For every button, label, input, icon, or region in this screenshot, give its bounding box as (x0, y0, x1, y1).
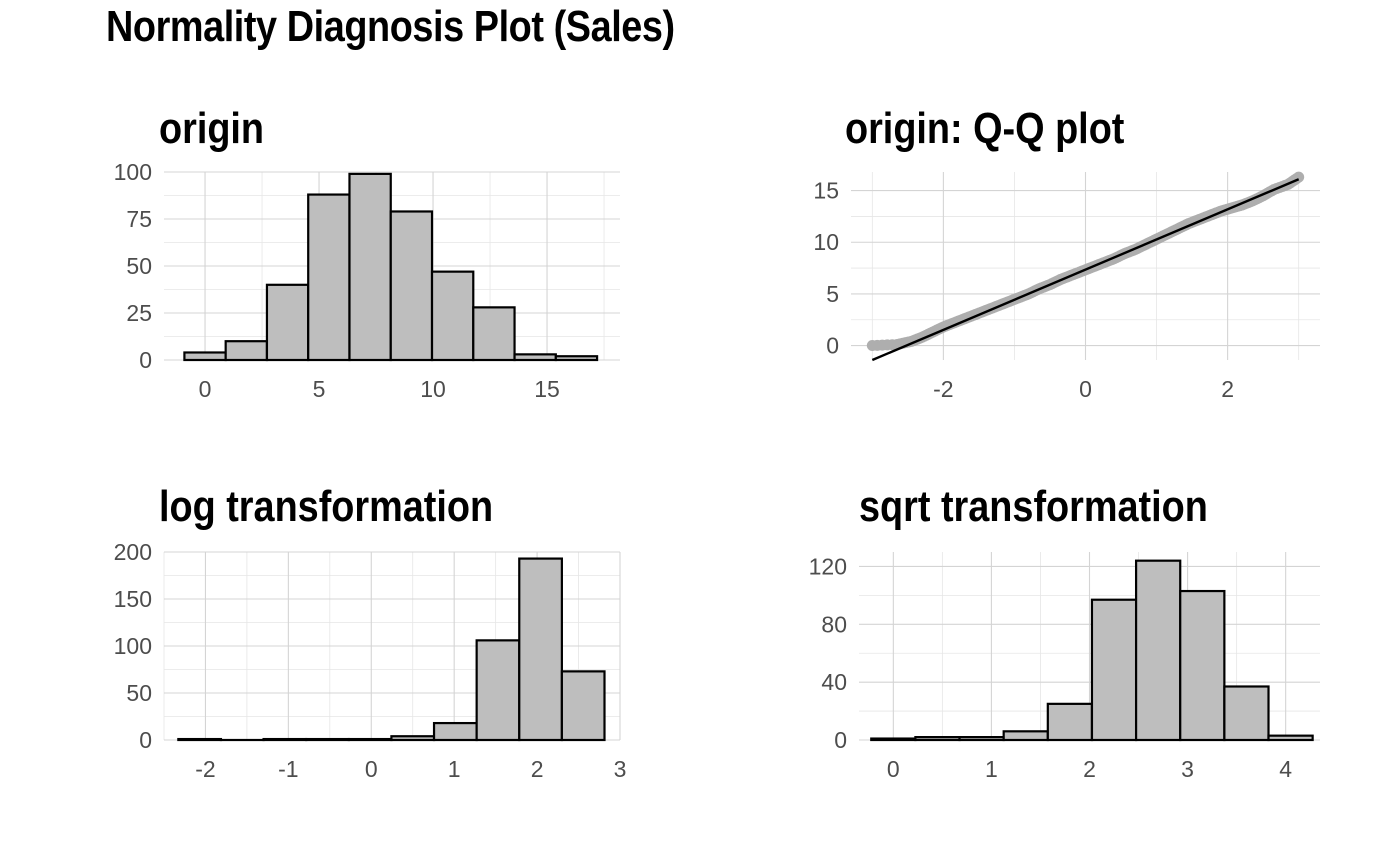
qq-reference-line (871, 178, 1300, 362)
panel-title: origin (159, 103, 264, 152)
histogram-bar (432, 721, 478, 742)
histogram-bar (513, 353, 557, 362)
histogram-bar (475, 639, 521, 742)
panel-3: log transformation -2 -1 0 1 2 3 0 50 100 150 200 (114, 481, 627, 782)
y-tick-label: 150 (114, 586, 152, 612)
x-tick-label: -2 (195, 756, 215, 782)
x-tick-label: 5 (313, 376, 326, 402)
x-tick-label: 3 (1181, 756, 1194, 782)
histogram-bar (870, 737, 917, 742)
y-tick-label: 40 (821, 669, 847, 695)
x-tick-label: 2 (1083, 756, 1096, 782)
y-tick-label: 50 (126, 253, 152, 279)
histogram-bar (1267, 734, 1314, 742)
x-tick-label: 1 (448, 756, 461, 782)
grid (851, 172, 1320, 360)
panel-title: sqrt transformation (859, 481, 1208, 530)
y-tick-label: 10 (813, 229, 839, 255)
y-tick-label: 80 (821, 611, 847, 637)
histogram-bar (348, 172, 392, 362)
histogram-bar (224, 340, 269, 362)
y-tick-label: 0 (834, 727, 847, 753)
y-tick-label: 120 (809, 553, 847, 579)
histogram-bar (390, 735, 436, 742)
y-tick-label: 25 (126, 300, 152, 326)
y-tick-label: 0 (139, 727, 152, 753)
y-tick-label: 0 (826, 333, 839, 359)
panel-title: origin: Q-Q plot (845, 103, 1125, 152)
x-tick-label: 0 (199, 376, 212, 402)
panel-title: log transformation (159, 481, 493, 530)
y-tick-label: 100 (114, 633, 152, 659)
histogram-bar (472, 306, 516, 362)
histogram-bar (307, 193, 351, 362)
x-tick-label: -1 (278, 756, 298, 782)
y-tick-label: 15 (813, 178, 839, 204)
histogram-bar (958, 736, 1005, 742)
histogram-bar (1090, 598, 1138, 742)
histogram-bar (347, 737, 393, 742)
histogram-bar (518, 557, 563, 742)
histogram-bar (1179, 589, 1226, 742)
x-tick-label: 10 (420, 376, 446, 402)
histogram-bar (262, 737, 308, 742)
y-tick-label: 0 (139, 347, 152, 373)
histogram-bar (430, 270, 475, 362)
x-tick-label: 1 (985, 756, 998, 782)
histogram-bar (1002, 730, 1049, 742)
histogram-bar (1046, 702, 1094, 742)
panel-1: origin 0 5 10 15 0 25 50 75 100 (114, 103, 620, 402)
x-tick-label: 2 (1221, 376, 1234, 402)
y-tick-label: 5 (826, 281, 839, 307)
y-tick-label: 100 (114, 159, 152, 185)
y-tick-label: 75 (126, 206, 152, 232)
histogram-bar (1134, 559, 1182, 742)
x-tick-label: 15 (534, 376, 560, 402)
histogram-bar (560, 670, 606, 742)
histogram-bar (265, 283, 310, 362)
x-tick-label: 4 (1279, 756, 1292, 782)
panel-2: origin: Q-Q plot -2 0 2 0 5 10 15 (813, 103, 1320, 402)
histogram-bar (554, 355, 599, 362)
histogram-bar (177, 737, 223, 742)
x-tick-label: 2 (531, 756, 544, 782)
histogram-bar (1223, 685, 1270, 742)
x-tick-label: 0 (365, 756, 378, 782)
histogram-bar (389, 210, 434, 362)
y-tick-label: 200 (114, 539, 152, 565)
histogram-bar (305, 737, 350, 742)
y-tick-label: 50 (126, 680, 152, 706)
x-tick-label: 0 (887, 756, 900, 782)
x-tick-label: -2 (933, 376, 953, 402)
histogram-bar (183, 351, 227, 362)
x-tick-label: 0 (1079, 376, 1092, 402)
histogram-bar (914, 736, 961, 742)
figure-title: Normality Diagnosis Plot (Sales) (106, 2, 675, 51)
x-tick-label: 3 (614, 756, 627, 782)
